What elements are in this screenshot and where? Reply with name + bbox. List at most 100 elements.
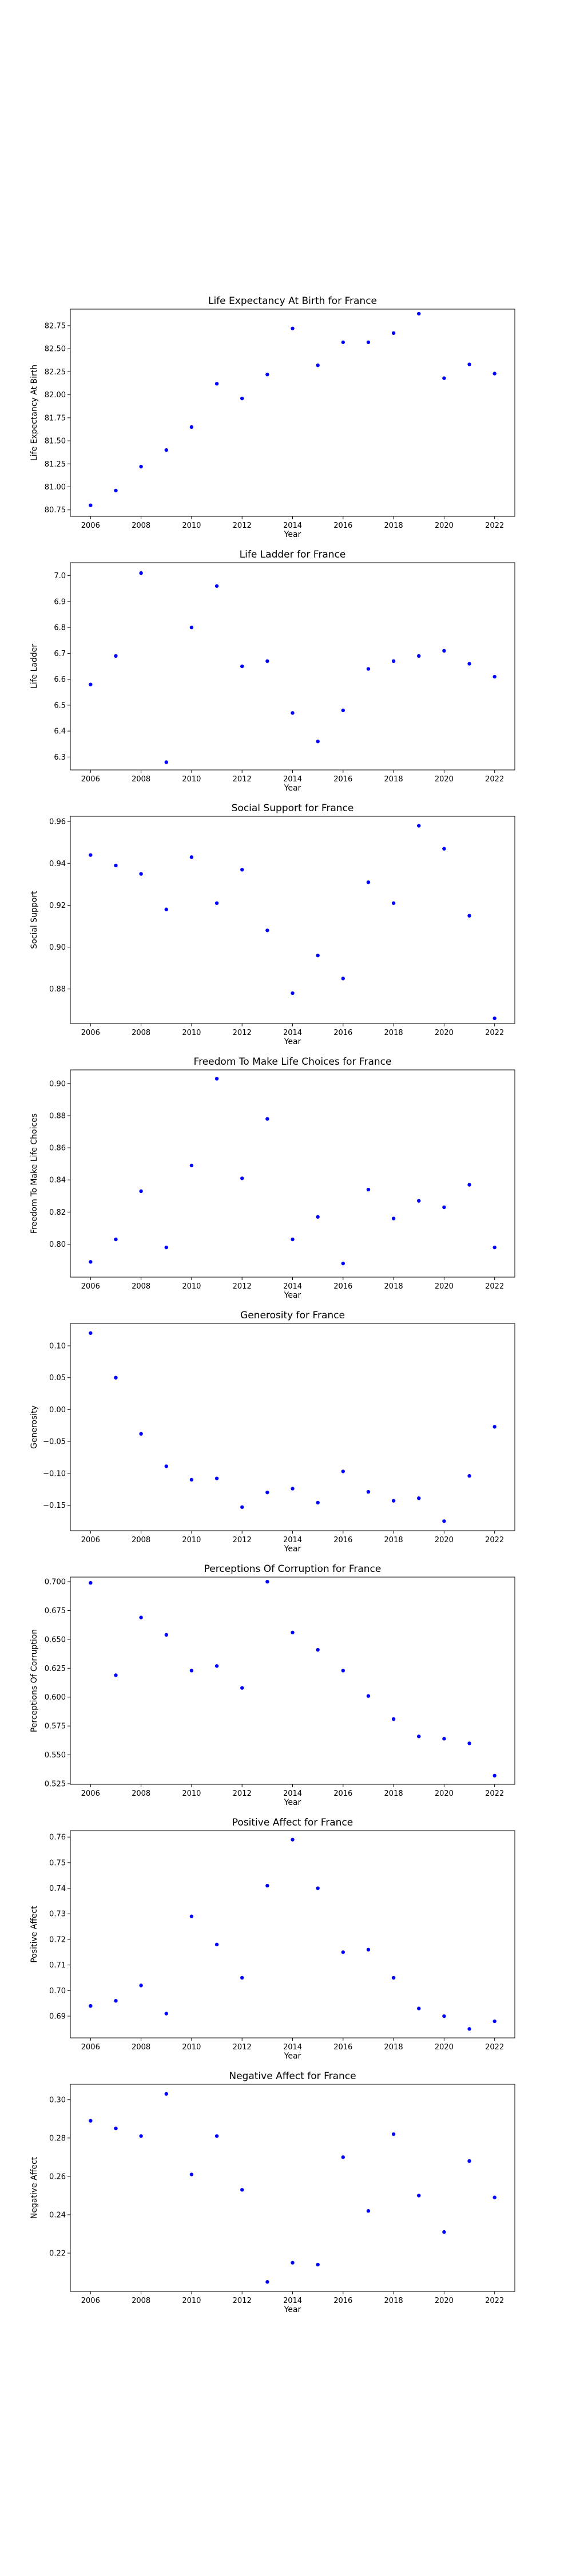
data-point	[492, 674, 496, 679]
x-tick-label: 2014	[283, 775, 302, 784]
y-axis-label: Perceptions Of Corruption	[30, 1629, 39, 1732]
data-point	[214, 1942, 219, 1947]
chart-5: Generosity for France 2006 2008 2010 2012 201…	[30, 1310, 515, 1554]
x-tick-label: 2012	[233, 1282, 252, 1291]
y-tick-label: 0.80	[49, 1240, 66, 1249]
data-point	[417, 1496, 421, 1500]
data-point	[214, 1664, 219, 1668]
data-point	[417, 1199, 421, 1203]
data-point	[164, 760, 168, 764]
data-point	[214, 1077, 219, 1081]
x-tick-label: 2016	[333, 1282, 352, 1291]
data-point	[89, 503, 93, 507]
x-tick-label: 2014	[283, 1536, 302, 1544]
x-tick-label: 2018	[384, 1282, 403, 1291]
y-tick-label: 81.50	[45, 437, 66, 446]
data-point	[265, 1579, 269, 1584]
data-point	[164, 1245, 168, 1250]
x-tick-label: 2016	[333, 521, 352, 530]
y-tick-label: 0.88	[49, 1112, 66, 1120]
data-point	[114, 1998, 118, 2003]
x-tick-label: 2010	[182, 775, 201, 784]
y-tick-label: 6.9	[54, 598, 66, 606]
x-tick-label: 2020	[435, 2043, 454, 2052]
data-point	[391, 1976, 396, 1980]
x-tick-label: 2012	[233, 775, 252, 784]
data-point	[240, 1976, 244, 1980]
data-point	[366, 1947, 371, 1952]
y-tick-label: 0.75	[49, 1859, 66, 1867]
x-tick-label: 2012	[233, 1789, 252, 1798]
y-tick-label: −0.15	[43, 1502, 66, 1510]
y-axis-label: Generosity	[30, 1405, 39, 1449]
y-tick-label: 81.25	[45, 460, 66, 469]
data-point	[114, 2126, 118, 2131]
data-point	[341, 1469, 345, 1473]
y-tick-label: 0.00	[49, 1406, 66, 1415]
x-tick-label: 2020	[435, 1029, 454, 1037]
y-tick-label: 0.82	[49, 1208, 66, 1217]
data-point	[164, 1464, 168, 1468]
x-tick-label: 2014	[283, 1282, 302, 1291]
y-tick-label: 81.75	[45, 414, 66, 422]
data-point	[189, 1914, 194, 1918]
x-tick-label: 2008	[132, 521, 150, 530]
data-point	[291, 2261, 295, 2265]
y-tick-label: 6.8	[54, 624, 66, 633]
data-point	[291, 1487, 295, 1491]
data-point	[89, 1331, 93, 1335]
data-point	[240, 1686, 244, 1690]
chart-8: Negative Affect for France 2006 2008 2010 20…	[30, 2071, 515, 2314]
data-point	[391, 1717, 396, 1721]
data-point	[391, 1499, 396, 1503]
x-tick-label: 2006	[81, 2297, 100, 2305]
data-point	[139, 1432, 143, 1436]
data-point	[164, 2012, 168, 2016]
x-tick-label: 2018	[384, 2297, 403, 2305]
data-point	[492, 1245, 496, 1250]
data-point	[316, 1647, 320, 1652]
x-tick-label: 2006	[81, 1536, 100, 1544]
data-point	[391, 2132, 396, 2136]
x-axis-label: Year	[284, 530, 301, 539]
data-point	[341, 1261, 345, 1266]
x-tick-label: 2022	[485, 2297, 504, 2305]
x-tick-label: 2018	[384, 775, 403, 784]
data-point	[189, 1477, 194, 1482]
y-tick-label: 0.90	[49, 943, 66, 952]
x-tick-label: 2008	[132, 775, 150, 784]
chart-3: Social Support for France 2006 2008 2010 201…	[30, 803, 515, 1046]
data-point	[240, 396, 244, 401]
data-point	[114, 863, 118, 868]
data-point	[89, 682, 93, 686]
data-point	[492, 1425, 496, 1429]
y-tick-label: 0.70	[49, 1987, 66, 1996]
x-tick-label: 2018	[384, 2043, 403, 2052]
data-point	[442, 1737, 446, 1741]
x-tick-label: 2020	[435, 1282, 454, 1291]
chart-1: Life Expectancy At Birth for France 2006 2…	[30, 295, 515, 539]
data-point	[366, 667, 371, 671]
data-point	[265, 1490, 269, 1495]
data-point	[265, 373, 269, 377]
data-point	[214, 382, 219, 386]
y-axis-label: Life Expectancy At Birth	[30, 365, 39, 461]
chart-title: Perceptions Of Corruption for France	[204, 1563, 382, 1575]
data-point	[492, 2195, 496, 2199]
y-axis-label: Social Support	[30, 891, 39, 949]
x-tick-label: 2012	[233, 2043, 252, 2052]
data-point	[89, 1260, 93, 1264]
x-tick-label: 2008	[132, 2043, 150, 2052]
y-tick-label: 81.00	[45, 483, 66, 492]
y-tick-label: 0.675	[45, 1607, 66, 1615]
chart-title: Negative Affect for France	[229, 2071, 356, 2082]
data-point	[417, 311, 421, 316]
x-tick-label: 2020	[435, 1789, 454, 1798]
y-tick-label: 0.73	[49, 1910, 66, 1919]
data-point	[164, 2092, 168, 2096]
y-tick-label: 0.74	[49, 1884, 66, 1893]
y-tick-label: 0.550	[45, 1751, 66, 1760]
data-point	[442, 1205, 446, 1210]
data-point	[114, 654, 118, 658]
